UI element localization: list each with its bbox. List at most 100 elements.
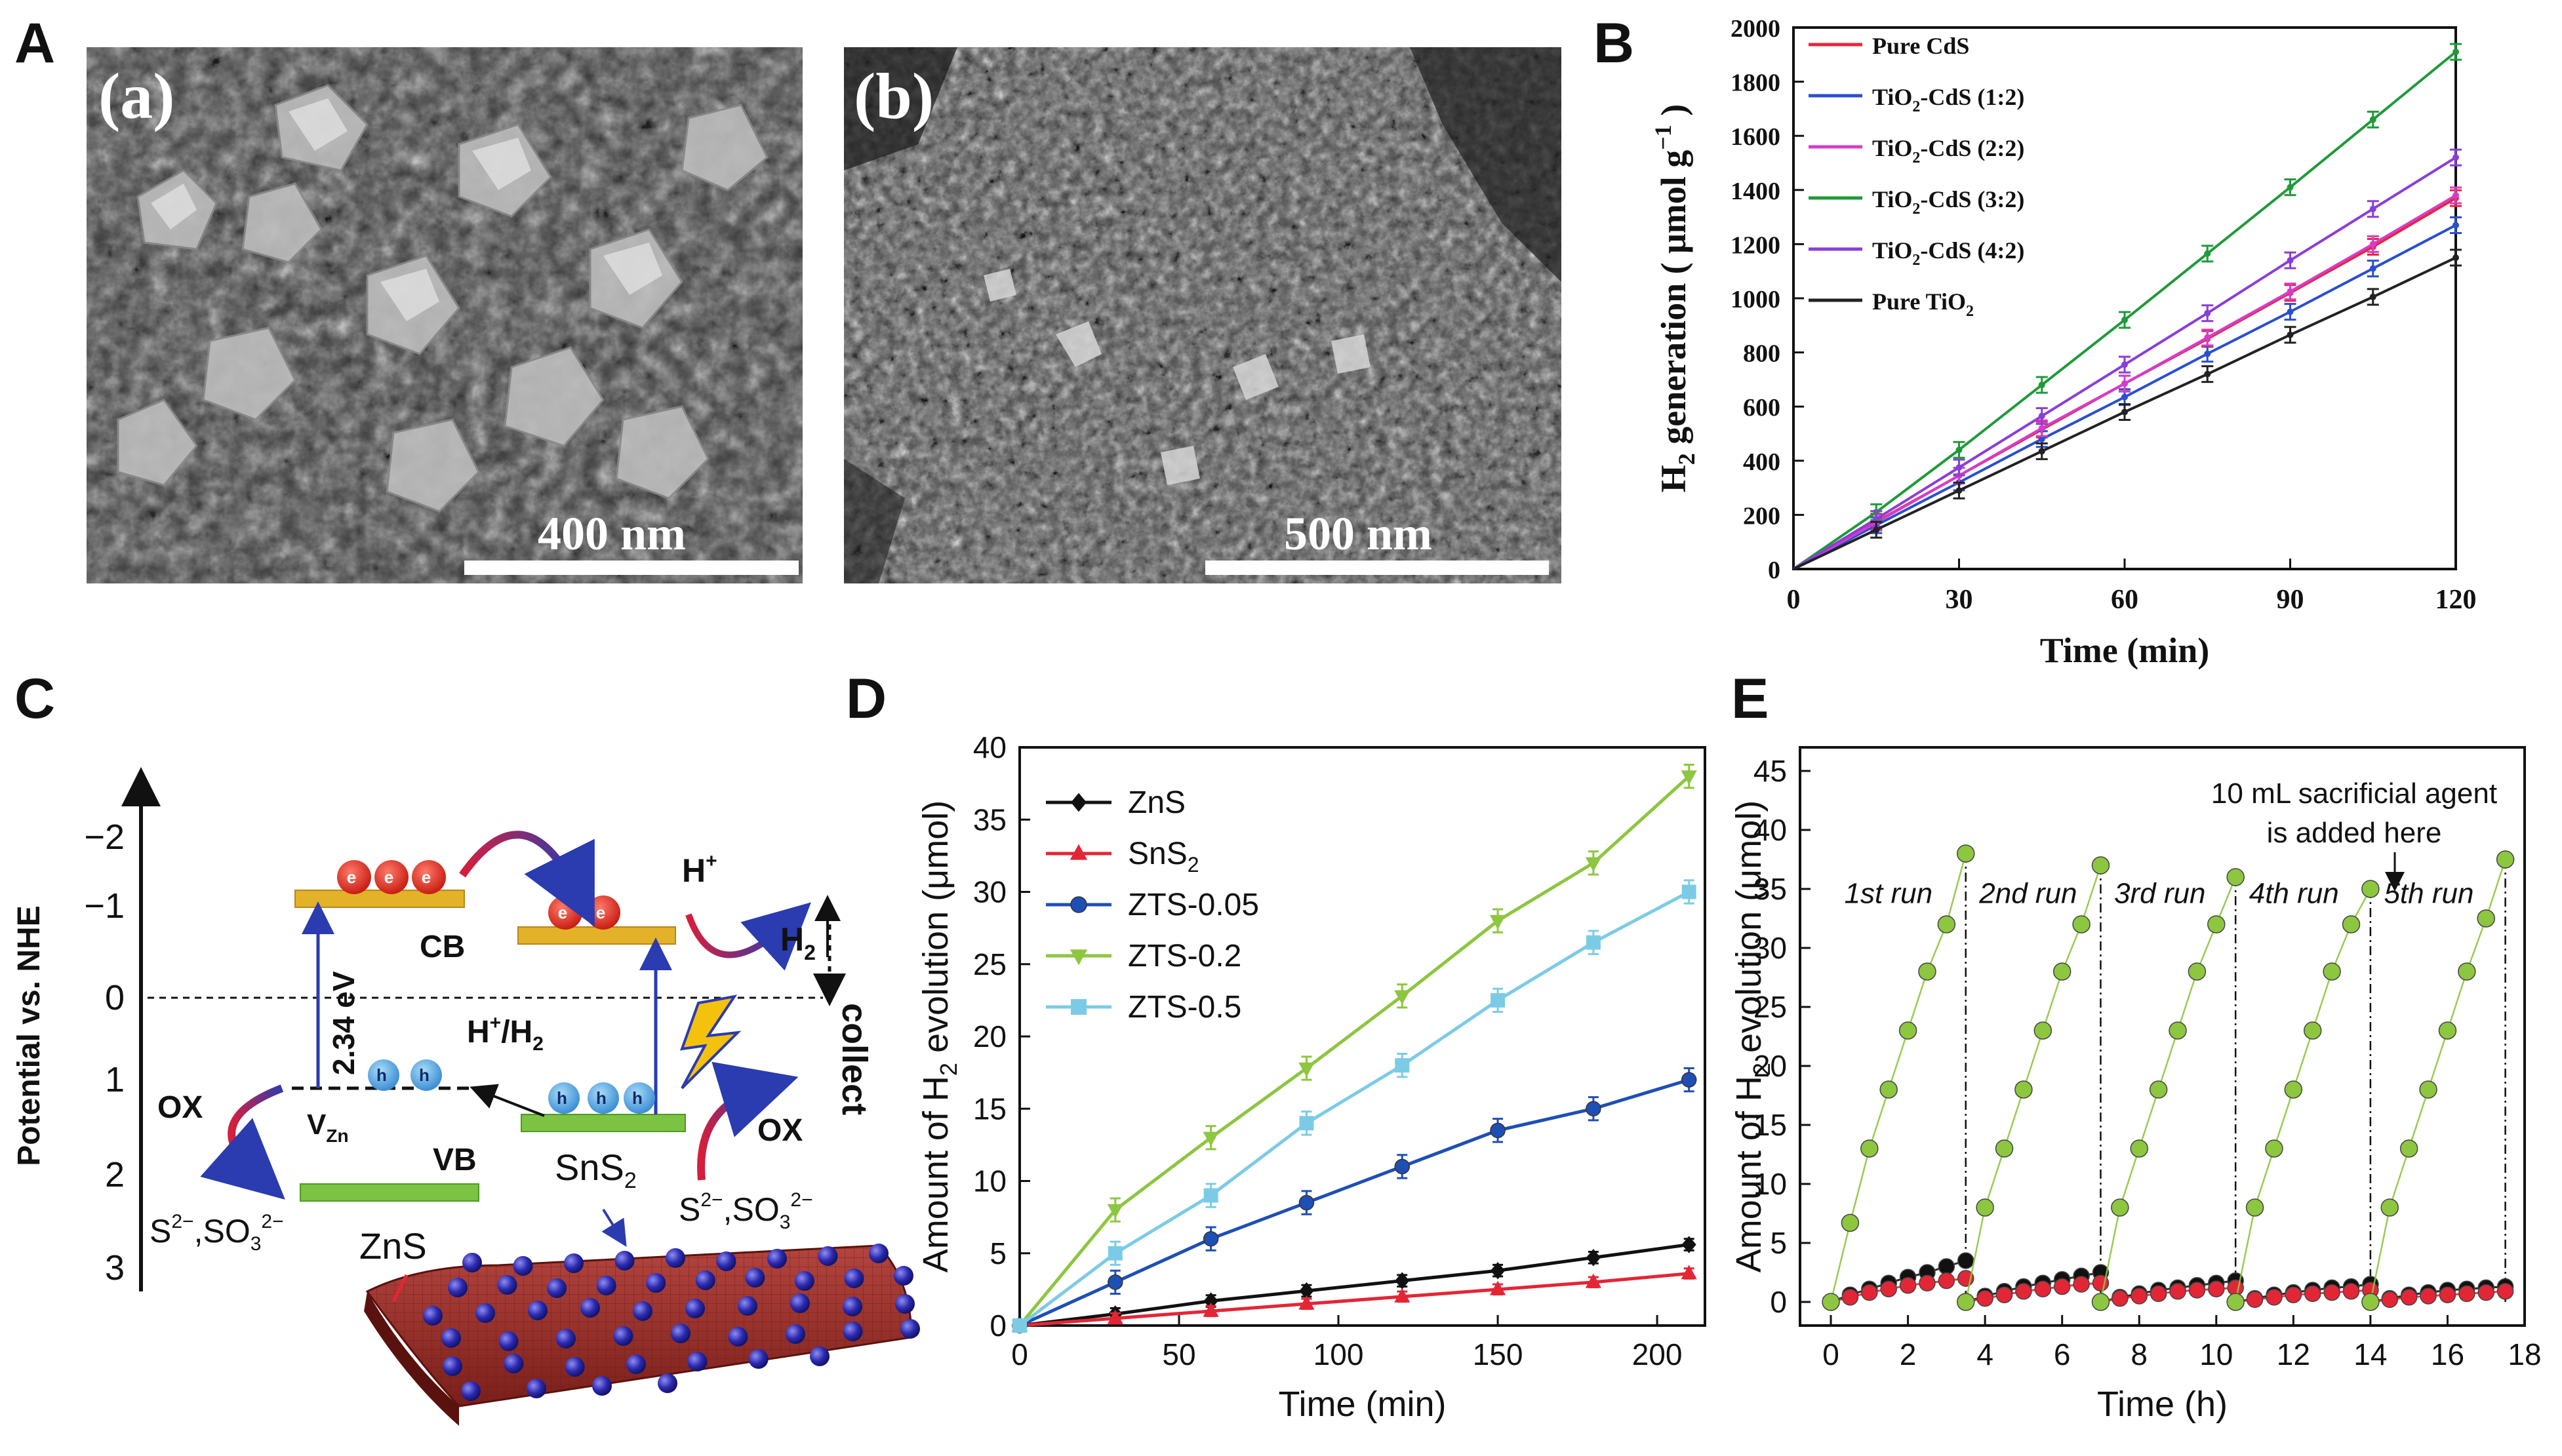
y-tick-label: 30 [1753,931,1787,965]
data-point [2121,393,2128,401]
sns2-cb-bar [517,926,676,945]
run-label: 1st run [1845,878,1933,910]
sns2-particle [895,1294,915,1314]
x-tick-label: 0 [1787,585,1801,615]
h2-evolution-arrow [685,902,812,971]
data-point [1995,1139,2014,1158]
data-point [2014,1080,2033,1099]
data-point [2091,856,2110,875]
sns2-particle [462,1253,482,1272]
hole-label: h [632,1088,643,1108]
sns2-particle [666,1248,685,1268]
series-4 [1012,879,1696,1333]
hole [548,1082,580,1114]
data-point [1681,770,1697,785]
legend-marker [1071,999,1087,1015]
data-point [1298,1062,1315,1077]
data-point [2038,412,2045,420]
data-point [2361,880,2380,898]
data-point [2112,1289,2129,1307]
sns2-particle [843,1322,863,1341]
x-tick-label: 90 [2277,585,2304,615]
data-point [1108,1274,1123,1290]
legend-label: ZTS-0.05 [1128,888,1259,922]
data-point [2287,288,2294,295]
data-point [2053,1278,2071,1295]
sns2-particle [504,1354,524,1373]
y-tick-label: 2000 [1731,15,1780,43]
h-h2-label: H+/H2 [467,1012,544,1055]
sns2-particle [626,1354,646,1374]
data-point [2121,361,2128,368]
ox-label-right: OX [757,1113,803,1148]
data-point [1586,935,1601,950]
y-tick-label: 400 [1743,448,1780,476]
sns2-particle [565,1357,585,1377]
legend-label: Pure CdS [1872,33,1969,59]
data-point [2452,49,2459,56]
data-point [2284,1080,2303,1099]
sns2-particle [527,1379,546,1398]
sns2-particle [547,1278,567,1298]
x-axis-label: Time (min) [2040,631,2209,670]
data-point [2245,1198,2264,1217]
x-tick-label: 150 [1473,1337,1523,1371]
y-tick-label: 35 [973,802,1007,836]
data-point [1681,884,1696,899]
data-point [1203,1230,1219,1247]
sns2-vb-bar [521,1114,686,1132]
electron-label: e [384,867,393,887]
y-tick-label: 800 [1743,340,1780,368]
sns2-particle [894,1266,913,1286]
data-point [2038,448,2045,455]
data-point [2400,1289,2418,1306]
data-point [1490,1122,1506,1139]
series-1 [1793,216,2462,570]
data-point [2204,350,2211,357]
y-tick-label: 10 [1753,1167,1787,1201]
data-point [1491,1262,1506,1280]
electron-label: e [347,867,356,887]
scale-bar-a [464,561,799,575]
data-point [2452,192,2459,199]
data-point [2420,1288,2437,1305]
potential-tick: 1 [105,1060,125,1099]
run-label: 4th run [2249,878,2339,910]
hole-transfer-arrow [470,1084,545,1117]
data-point [2038,425,2045,432]
sns2-particle [728,1327,748,1347]
x-tick-label: 12 [2277,1337,2310,1371]
y-tick-label: 15 [973,1092,1007,1126]
potential-tick: −1 [84,886,125,926]
red-run-3 [2227,1282,2379,1310]
x-tick-label: 2 [1900,1337,1917,1371]
sns2-particle [556,1329,576,1348]
x-axis-label: Time (h) [2097,1385,2228,1424]
zns-cb-bar [294,890,465,908]
data-point [2207,915,2226,934]
series-line [1019,1272,1689,1328]
run-label: 5th run [2384,878,2473,910]
series-4 [1792,148,2462,570]
data-point [2287,308,2294,315]
scale-text-a: 400 nm [538,507,686,560]
chart-e: E 0 2 4 6 8 10 12 14 16 18 0 5 10 15 20 25 30 35 40 45 Time (… [1729,667,2542,1424]
hole-label: h [376,1065,387,1085]
data-point [2496,850,2515,869]
data-point [1918,962,1936,981]
scale-text-b: 500 nm [1284,507,1432,560]
series-line [1018,1078,1690,1328]
sacrificial-label-right: S2−,SO32− [679,1189,813,1233]
data-point [1955,487,1963,494]
legend-label: TiO2-CdS (4:2) [1872,237,2024,269]
data-point [2287,184,2294,191]
data-point [2452,154,2459,161]
data-point [2015,1283,2032,1300]
sem-image-a: 400 nm (a) [87,47,803,583]
hole-label: h [596,1088,607,1108]
data-point [1586,1101,1601,1116]
sns2-particle [900,1319,920,1339]
y-tick-label: 0 [1770,1285,1787,1319]
series-line [1018,775,1691,1327]
data-point [2073,1276,2090,1293]
